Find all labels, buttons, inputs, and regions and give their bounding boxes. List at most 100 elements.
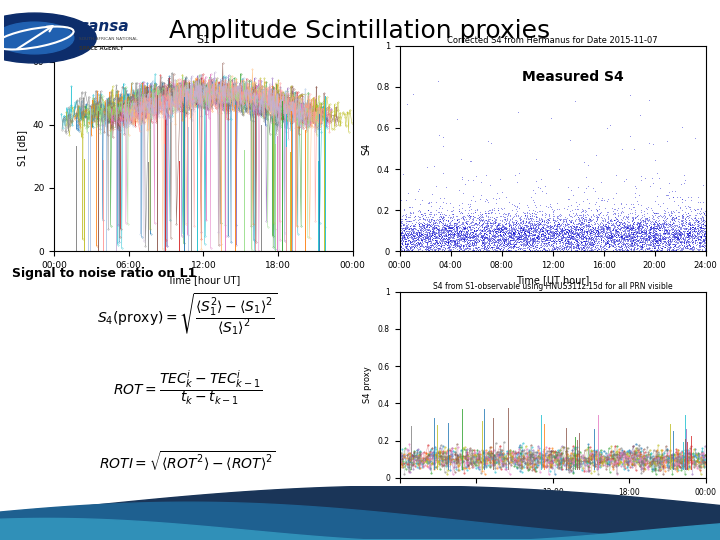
Point [670,233,681,241]
Point [559,240,571,248]
Point [454,245,465,253]
Point [613,218,624,226]
Point [575,220,586,228]
Point [575,237,586,245]
Point [433,239,444,248]
Point [633,221,644,230]
Point [508,212,520,220]
Point [577,224,588,233]
Point [570,224,581,233]
Point [604,231,616,239]
Point [673,242,685,251]
Point [626,214,638,222]
Point [675,237,687,245]
Point [649,224,661,232]
Point [648,221,660,230]
Point [421,243,433,252]
Point [697,216,708,225]
Point [583,234,595,242]
Point [654,224,665,232]
Point [489,218,500,226]
Point [552,221,563,230]
Point [489,238,500,246]
Point [402,233,413,241]
Point [623,228,634,237]
Point [518,224,530,232]
Point [463,241,474,249]
Point [673,226,685,234]
Point [460,218,472,227]
Point [432,225,444,233]
Point [606,228,617,237]
Point [449,238,461,246]
Point [413,225,424,234]
Point [626,241,638,250]
Point [563,220,575,228]
Point [560,215,572,224]
Point [409,240,420,249]
Point [571,224,582,233]
Point [418,232,430,240]
Point [574,239,585,247]
Point [415,242,426,251]
Point [434,214,446,223]
Point [577,246,588,255]
Point [490,228,501,237]
Point [411,226,423,234]
Point [520,231,531,240]
Point [675,231,686,240]
Point [398,221,410,230]
Point [667,245,678,254]
Point [458,235,469,244]
Point [640,231,652,240]
Point [462,200,473,209]
Point [541,245,553,254]
Point [693,192,704,201]
Point [606,220,618,229]
Point [448,228,459,237]
Point [700,227,711,235]
Point [585,241,596,249]
Point [557,226,569,234]
Point [413,229,425,238]
Point [663,242,675,251]
Point [540,246,552,255]
Point [523,241,535,250]
Point [626,239,638,247]
Point [438,224,450,232]
Point [499,239,510,248]
Point [550,238,562,247]
Point [506,226,518,234]
Point [461,237,472,246]
Point [685,245,696,253]
Point [684,203,696,212]
Point [662,223,673,232]
Point [696,237,708,245]
Point [567,234,579,242]
Point [694,243,706,252]
Point [518,226,529,234]
Point [395,218,406,226]
Point [461,228,472,237]
Point [520,232,531,241]
Point [517,230,528,239]
Point [399,245,410,254]
Point [534,219,545,228]
Point [676,198,688,206]
Point [616,235,628,244]
Point [544,202,556,211]
Point [476,239,487,248]
Point [562,232,573,240]
Point [561,236,572,245]
Point [642,208,653,217]
Point [520,227,531,235]
Point [500,235,511,244]
Point [616,219,628,227]
Point [447,235,459,244]
Point [639,215,651,224]
Point [521,227,533,235]
Point [498,236,510,245]
Point [530,217,541,225]
Point [685,237,696,245]
Point [539,246,551,254]
